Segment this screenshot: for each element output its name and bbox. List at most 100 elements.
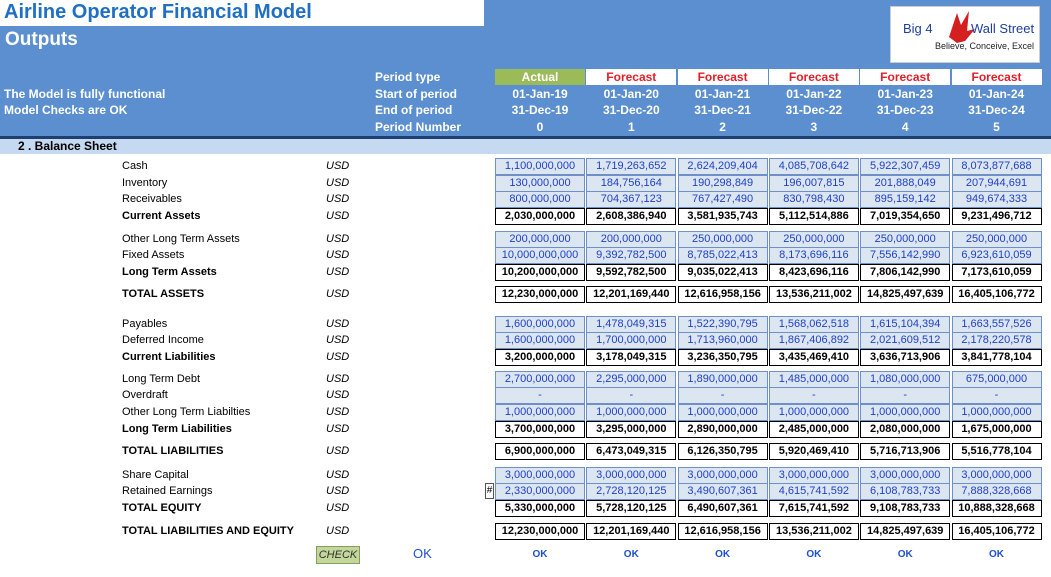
period-start: 01-Jan-20 <box>603 86 659 101</box>
cell-value: 3,000,000,000 <box>495 467 585 484</box>
row-label: TOTAL LIABILITIES <box>122 445 224 457</box>
row-unit: USD <box>326 389 350 401</box>
cell-value: 3,700,000,000 <box>495 421 585 438</box>
row-label: Cash <box>122 160 148 172</box>
eagle <box>949 11 975 43</box>
row-unit: USD <box>326 469 350 481</box>
period-start: 01-Jan-23 <box>877 86 933 101</box>
title: Airline Operator Financial Model <box>4 1 312 23</box>
period-start: 01-Jan-21 <box>694 86 751 101</box>
cell-value: 5,728,120,125 <box>586 500 677 517</box>
cell-value: 13,536,211,002 <box>768 523 859 540</box>
cell-value: 7,019,354,650 <box>860 208 951 225</box>
row-unit: USD <box>326 288 350 300</box>
cell-value: 7,806,142,990 <box>860 264 951 281</box>
cell-value: 2,890,000,000 <box>677 421 768 438</box>
row-unit: USD <box>326 318 350 330</box>
cell-value: 1,080,000,000 <box>860 371 951 388</box>
row-label: Long Term Assets <box>122 266 217 278</box>
period-number: 3 <box>810 120 818 135</box>
cell-value: 12,616,958,156 <box>677 286 768 303</box>
cell-value: 1,615,104,394 <box>860 316 951 333</box>
cell-value: 10,888,328,668 <box>951 500 1042 517</box>
title-cell <box>0 0 484 26</box>
check-value: OK <box>806 549 822 560</box>
cell-value: 16,405,106,772 <box>951 286 1042 303</box>
cell-value: 7,173,610,059 <box>951 264 1042 281</box>
cell-value: 12,201,169,440 <box>586 286 677 303</box>
cell-value: 1,000,000,000 <box>768 404 859 421</box>
row-label: Other Long Term Liabilties <box>122 406 251 418</box>
cell-value: - <box>586 387 677 404</box>
period-end: 31-Dec-24 <box>968 103 1025 118</box>
cell-value: 7,556,142,990 <box>860 247 951 264</box>
cell-value: 3,200,000,000 <box>495 349 585 366</box>
cell-value: 2,624,209,404 <box>677 158 768 175</box>
period-number: 1 <box>627 120 635 135</box>
row-label: Deferred Income <box>122 334 204 346</box>
cell-value: 8,173,696,116 <box>768 247 859 264</box>
check-status: OK <box>413 546 432 561</box>
cell-value: 704,367,123 <box>586 191 677 208</box>
cell-value: 3,000,000,000 <box>677 467 768 484</box>
cell-value: 2,030,000,000 <box>495 208 585 225</box>
cell-value: 3,000,000,000 <box>768 467 859 484</box>
period-type: Forecast <box>951 69 1042 85</box>
row-label: Current Assets <box>122 210 201 222</box>
row-label: Receivables <box>122 193 182 205</box>
cell-value: 8,073,877,688 <box>951 158 1042 175</box>
cell-value: 949,674,333 <box>951 191 1042 208</box>
cell-value: 5,516,778,104 <box>951 443 1042 460</box>
cell-value: 1,000,000,000 <box>586 404 677 421</box>
period-type: Forecast <box>768 69 859 85</box>
row-unit: USD <box>326 406 350 418</box>
cell-value: 250,000,000 <box>768 231 859 248</box>
check-value: OK <box>623 549 639 560</box>
row-unit: USD <box>326 502 350 514</box>
period-label: Period type <box>375 70 441 84</box>
logo-left: Big 4 <box>903 21 933 36</box>
row-unit: USD <box>326 423 350 435</box>
cell-value: 3,435,469,410 <box>768 349 859 366</box>
period-type: Forecast <box>860 69 951 85</box>
cell-value: 5,330,000,000 <box>495 500 585 517</box>
cell-value: 5,716,713,906 <box>860 443 951 460</box>
period-end: 31-Dec-21 <box>694 103 751 118</box>
cell-value: 6,490,607,361 <box>677 500 768 517</box>
period-number: 2 <box>719 120 726 135</box>
status-text: The Model is fully functional <box>4 87 166 101</box>
row-unit: USD <box>326 177 350 189</box>
cell-value: 9,035,022,413 <box>677 264 768 281</box>
cell-value: 10,200,000,000 <box>495 264 585 281</box>
logo-icon <box>949 11 975 43</box>
cell-value: 200,000,000 <box>495 231 585 248</box>
row-label: Inventory <box>122 177 168 189</box>
check-value: OK <box>989 549 1004 560</box>
period-start: 01-Jan-19 <box>512 86 568 101</box>
cell-value: 1,719,263,652 <box>586 158 677 175</box>
period-end: 31-Dec-22 <box>785 103 843 118</box>
cell-value: - <box>677 387 768 404</box>
cell-value: 9,392,782,500 <box>586 247 677 264</box>
row-unit: USD <box>326 351 350 363</box>
cell-value: 250,000,000 <box>677 231 768 248</box>
cell-value: 2,608,386,940 <box>586 208 677 225</box>
row-unit: USD <box>326 485 350 497</box>
cell-value: 9,592,782,500 <box>586 264 677 281</box>
section-title: 2 . Balance Sheet <box>18 139 117 153</box>
check-label: CHECK <box>316 546 360 564</box>
cell-value: 9,231,496,712 <box>951 208 1042 225</box>
cell-value: 3,000,000,000 <box>586 467 677 484</box>
check-value: OK <box>897 549 913 560</box>
period-type: Forecast <box>586 69 677 85</box>
cell-value: 4,085,708,642 <box>768 158 859 175</box>
logo-box: Big 4 Wall Street Believe, Conceive, Excel <box>890 6 1040 63</box>
cell-value: 5,112,514,886 <box>768 208 859 225</box>
row-label: Payables <box>122 318 168 330</box>
cell-value: 1,663,557,526 <box>951 316 1042 333</box>
period-number: 5 <box>993 120 1000 135</box>
subtitle: Outputs <box>5 29 78 50</box>
cell-value: 5,922,307,459 <box>860 158 951 175</box>
row-unit: USD <box>326 373 350 385</box>
row-label: Fixed Assets <box>122 249 185 261</box>
